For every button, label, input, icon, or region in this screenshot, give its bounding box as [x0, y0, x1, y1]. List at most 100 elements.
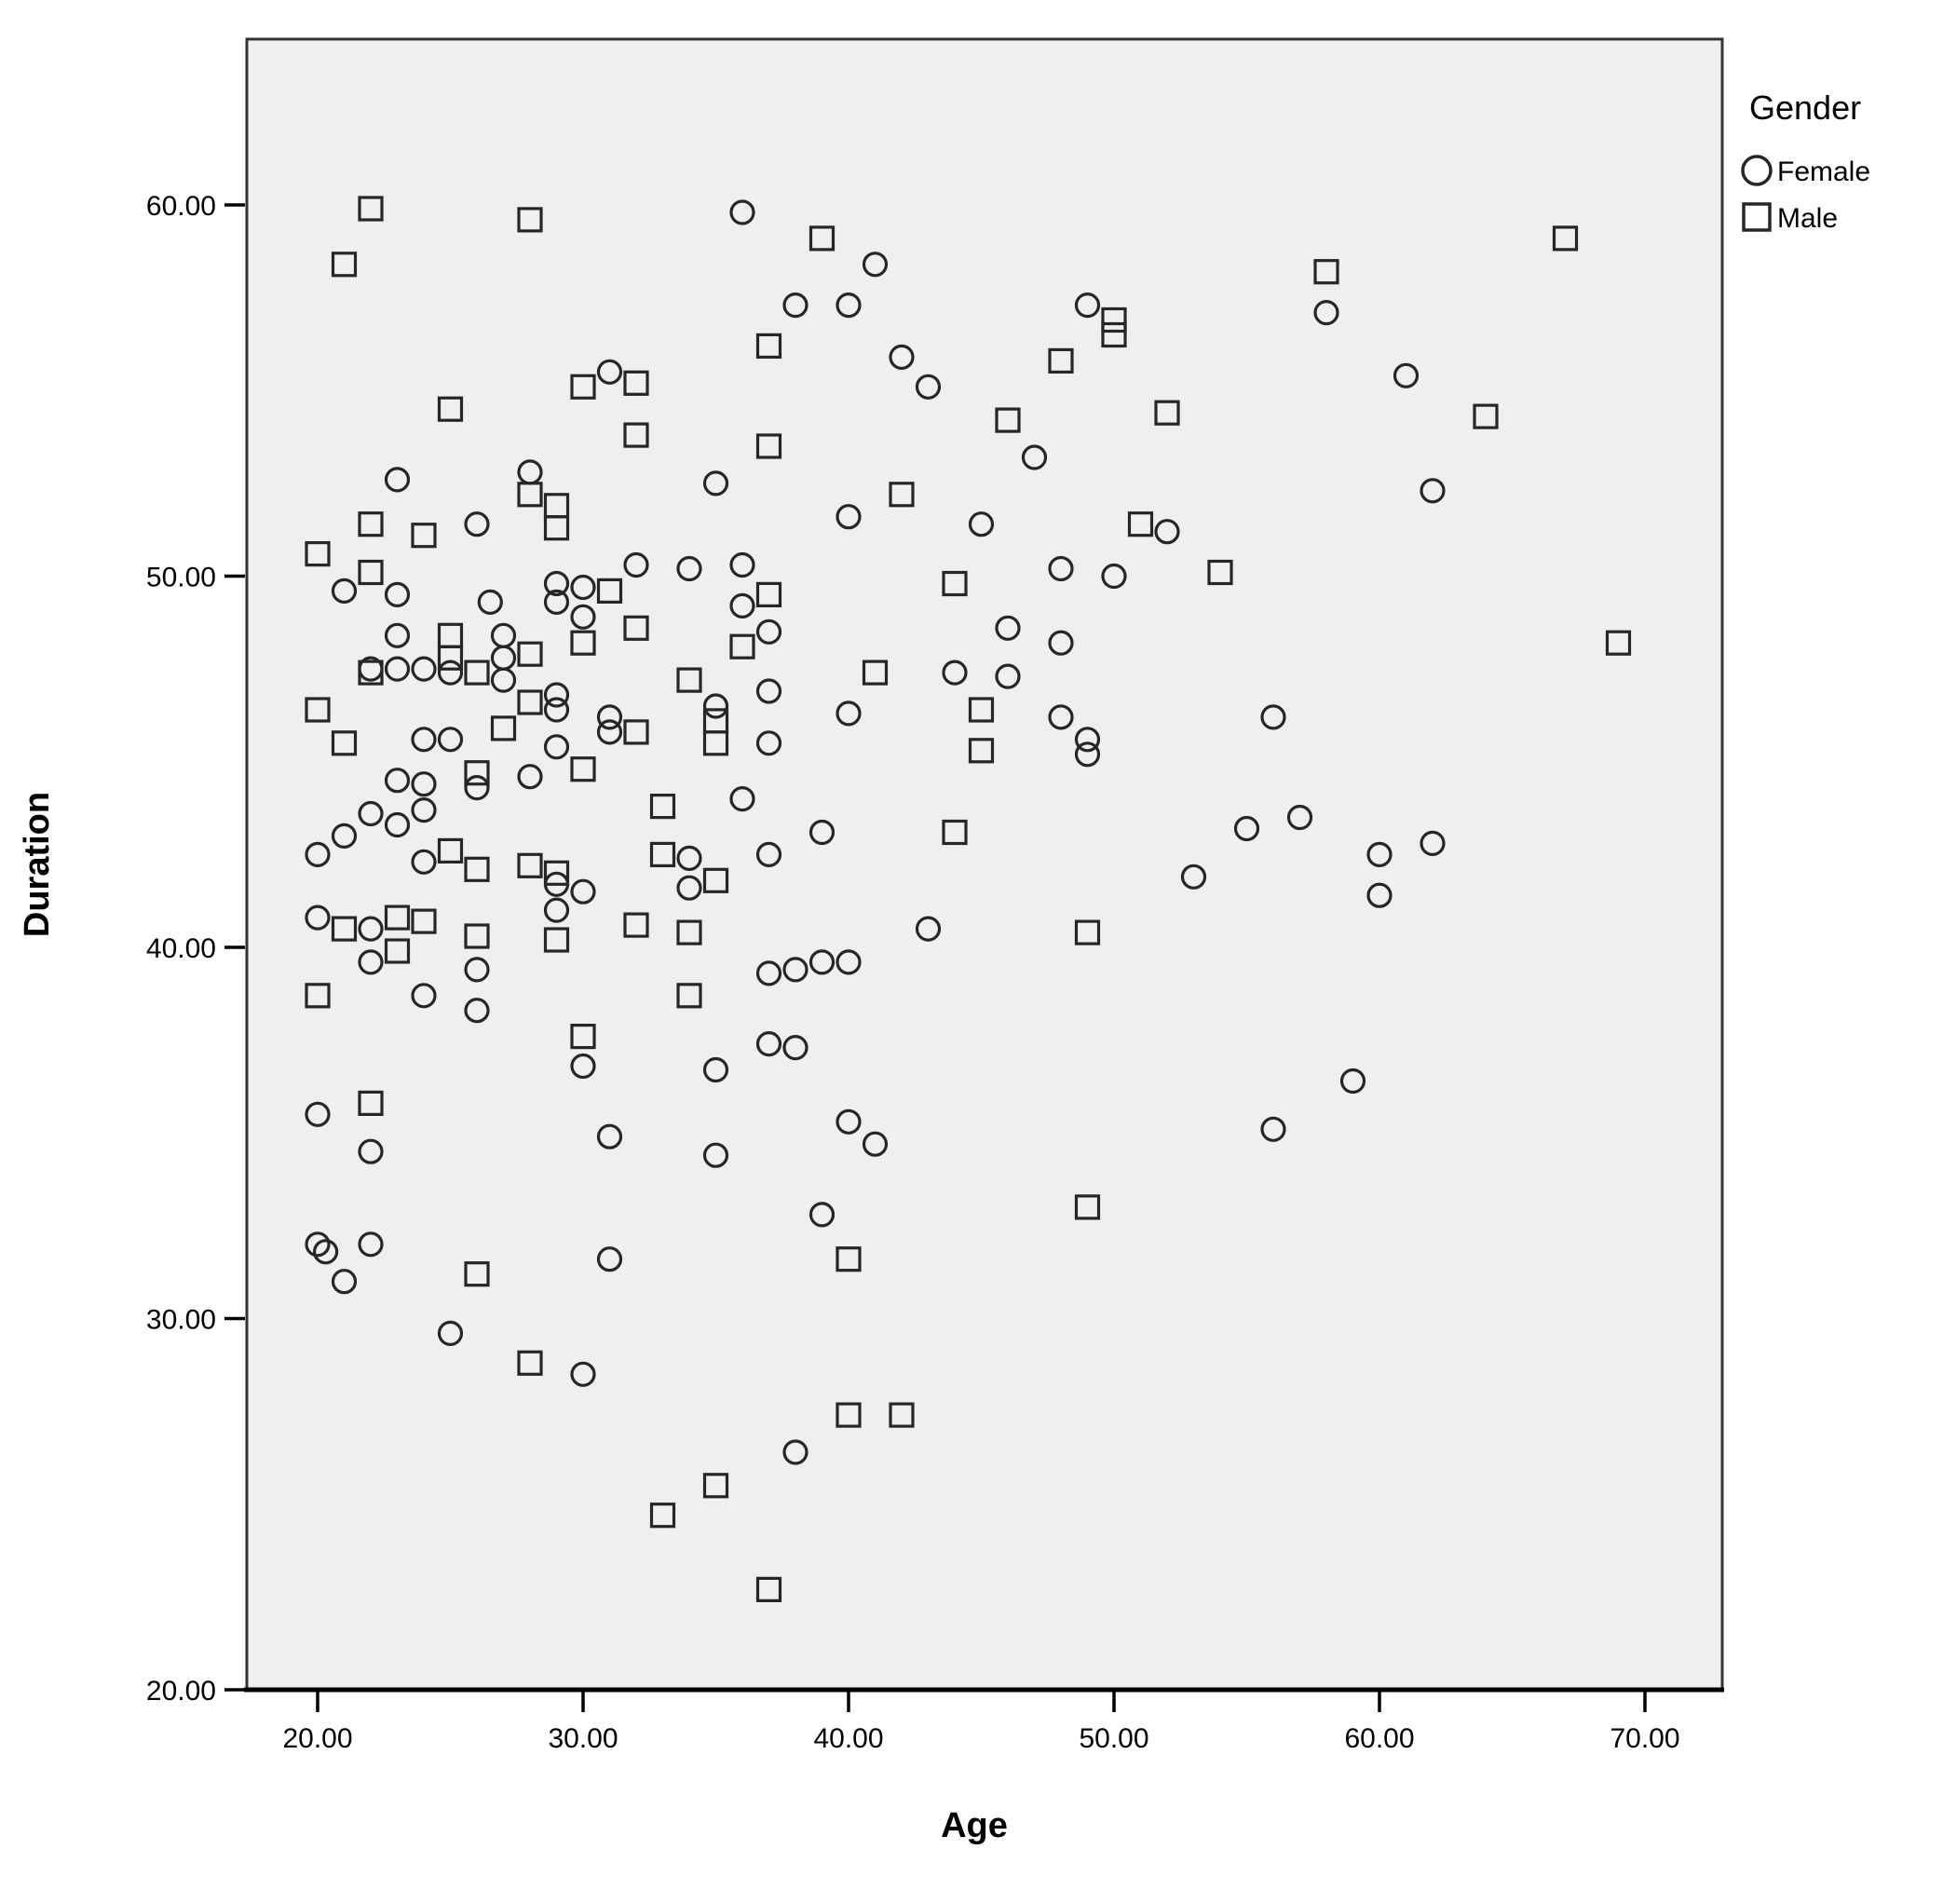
data-point-female: [1180, 864, 1207, 890]
data-point-female: [889, 344, 915, 370]
data-point-female: [1286, 804, 1313, 831]
data-point-male: [437, 837, 464, 864]
data-point-male: [889, 1402, 915, 1428]
data-point-male: [889, 482, 915, 508]
data-point-female: [1420, 478, 1446, 504]
data-point-female: [729, 551, 755, 578]
x-tick-label: 70.00: [1610, 1723, 1679, 1754]
data-point-female: [437, 660, 464, 686]
female-circle-icon: [1741, 155, 1773, 186]
data-point-male: [623, 719, 649, 745]
data-point-female: [490, 667, 517, 693]
data-point-female: [358, 800, 384, 827]
data-point-male: [836, 1402, 862, 1428]
male-square-icon: [1742, 202, 1772, 232]
data-point-male: [1154, 400, 1180, 426]
data-point-male: [570, 756, 596, 782]
data-point-male: [836, 1246, 862, 1272]
data-point-female: [384, 768, 411, 794]
data-point-female: [755, 619, 782, 645]
data-point-male: [570, 374, 596, 400]
data-point-male: [623, 912, 649, 938]
data-point-male: [623, 615, 649, 641]
data-point-male: [517, 1350, 543, 1376]
data-point-male: [968, 738, 995, 764]
data-point-male: [676, 667, 702, 693]
data-point-female: [358, 1138, 384, 1164]
data-point-female: [782, 1439, 808, 1465]
data-point-female: [464, 957, 490, 983]
data-point-female: [702, 1142, 729, 1168]
data-point-female: [331, 578, 358, 605]
data-point-female: [942, 660, 968, 686]
data-point-male: [1313, 259, 1339, 285]
data-point-female: [384, 581, 411, 608]
data-point-male: [649, 793, 676, 820]
data-point-female: [596, 359, 623, 385]
data-point-female: [437, 727, 464, 753]
data-point-female: [384, 811, 411, 838]
data-point-female: [437, 1320, 464, 1347]
data-point-male: [755, 433, 782, 459]
data-point-female: [915, 374, 942, 400]
data-point-female: [543, 734, 570, 760]
data-point-male: [411, 523, 437, 549]
data-point-female: [729, 592, 755, 619]
data-point-female: [358, 949, 384, 975]
data-point-female: [1154, 519, 1180, 545]
data-point-female: [623, 551, 649, 578]
legend-label-female: Female: [1777, 156, 1870, 187]
data-point-female: [411, 983, 437, 1009]
data-point-female: [915, 916, 942, 942]
data-point-female: [570, 1053, 596, 1080]
data-point-female: [995, 615, 1021, 641]
data-point-female: [543, 589, 570, 616]
data-point-female: [596, 1123, 623, 1149]
data-point-female: [596, 1246, 623, 1272]
data-point-female: [570, 574, 596, 601]
data-point-male: [755, 581, 782, 608]
data-points-layer: [305, 196, 1632, 1603]
data-point-female: [862, 1131, 889, 1157]
data-point-male: [702, 867, 729, 893]
data-point-female: [464, 774, 490, 801]
data-point-male: [517, 852, 543, 878]
data-point-male: [570, 1023, 596, 1050]
data-point-male: [517, 482, 543, 508]
data-point-female: [836, 700, 862, 727]
data-point-female: [331, 1269, 358, 1295]
data-point-female: [1074, 727, 1101, 753]
data-point-male: [517, 641, 543, 667]
data-point-male: [464, 1261, 490, 1287]
data-point-female: [1366, 841, 1393, 868]
data-point-male: [543, 927, 570, 953]
data-point-female: [836, 292, 862, 319]
data-point-male: [729, 633, 755, 660]
data-point-male: [1101, 321, 1127, 348]
data-point-female: [1021, 444, 1048, 470]
data-point-female: [331, 823, 358, 850]
data-point-female: [755, 730, 782, 756]
data-point-female: [862, 252, 889, 278]
data-point-male: [1048, 347, 1074, 374]
data-point-male: [649, 841, 676, 868]
data-point-male: [623, 370, 649, 396]
data-point-female: [1339, 1068, 1366, 1095]
x-tick-label: 30.00: [548, 1723, 618, 1754]
data-point-male: [968, 697, 995, 723]
data-point-male: [490, 715, 517, 741]
data-point-male: [702, 1473, 729, 1499]
data-point-male: [358, 196, 384, 222]
data-point-female: [1420, 830, 1446, 857]
data-point-female: [543, 570, 570, 597]
x-tick-label: 50.00: [1079, 1723, 1148, 1754]
data-point-male: [464, 923, 490, 949]
legend-title: Gender: [1749, 88, 1861, 127]
data-point-female: [676, 555, 702, 582]
data-point-female: [729, 199, 755, 225]
data-point-male: [305, 697, 331, 723]
x-axis-ticks: 20.00 30.00 40.00 50.00 60.00 70.00: [282, 1692, 1680, 1754]
data-point-male: [543, 860, 570, 886]
